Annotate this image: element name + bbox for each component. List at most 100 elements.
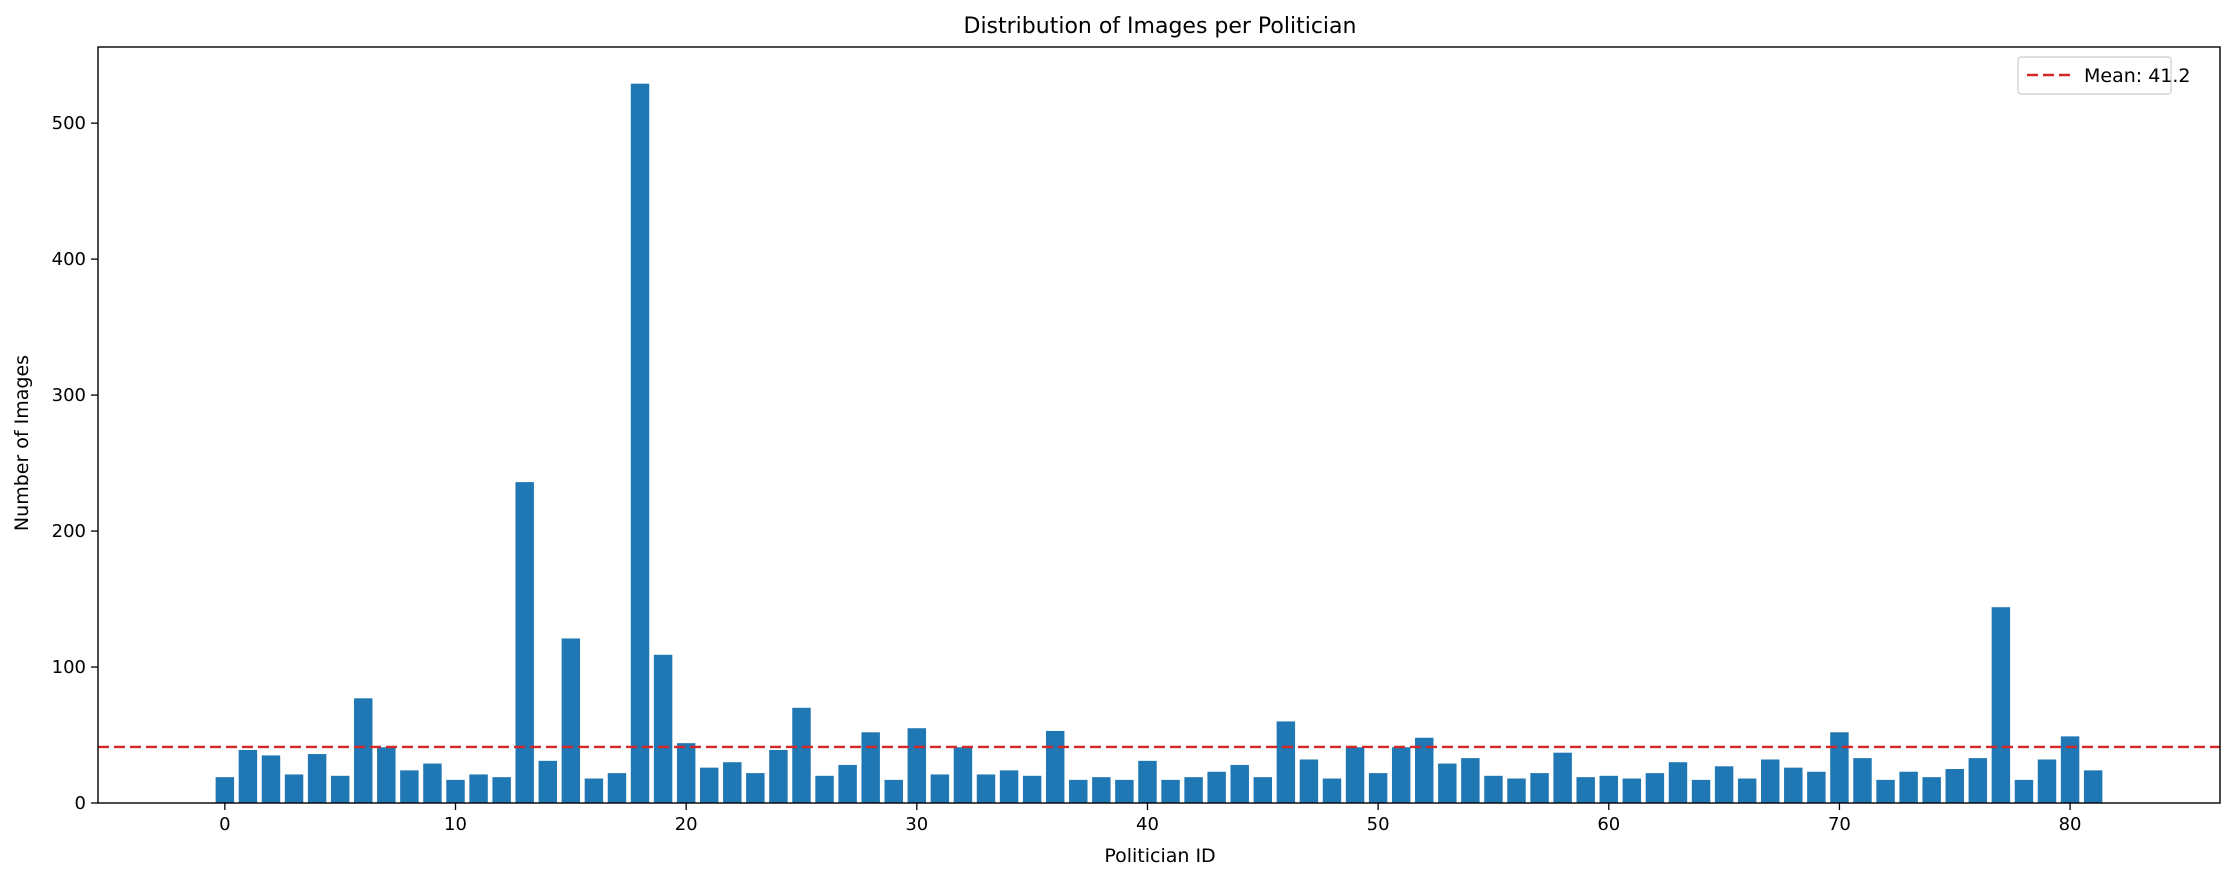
bar-25 [792, 707, 811, 803]
bar-53 [1438, 763, 1457, 803]
bar-75 [1945, 769, 1964, 803]
bar-45 [1253, 777, 1273, 803]
bar-36 [1045, 730, 1065, 803]
bar-19 [653, 654, 673, 803]
bar-61 [1622, 778, 1642, 803]
bar-33 [976, 774, 996, 803]
x-tick-label-10: 10 [444, 814, 467, 835]
bar-59 [1576, 777, 1595, 803]
x-axis-ticks: 0 10 20 30 40 50 60 70 80 [219, 803, 2082, 835]
bar-28 [861, 732, 880, 803]
bar-67 [1761, 759, 1780, 803]
bar-68 [1784, 767, 1803, 803]
bar-34 [999, 770, 1019, 803]
bar-71 [1853, 758, 1872, 803]
bar-24 [769, 749, 788, 803]
bar-39 [1115, 779, 1134, 803]
x-tick-label-40: 40 [1136, 814, 1159, 835]
bar-46 [1276, 721, 1296, 803]
bar-65 [1714, 766, 1734, 803]
y-tick-label-500: 500 [52, 113, 86, 134]
legend-label: Mean: 41.2 [2084, 65, 2191, 87]
bar-42 [1184, 777, 1203, 803]
bar-21 [700, 767, 719, 803]
bar-31 [930, 774, 950, 803]
bar-2 [261, 755, 281, 803]
bar-74 [1922, 777, 1941, 803]
y-axis-ticks: 0 100 200 300 400 500 [52, 113, 98, 814]
bar-73 [1899, 771, 1918, 803]
bar-49 [1345, 747, 1365, 803]
bar-14 [538, 760, 557, 803]
bar-37 [1069, 779, 1088, 803]
bar-40 [1138, 760, 1157, 803]
bar-63 [1668, 762, 1688, 803]
bar-69 [1807, 771, 1826, 803]
bar-44 [1230, 764, 1249, 803]
bar-16 [584, 778, 604, 803]
bar-12 [492, 777, 511, 803]
chart-title: Distribution of Images per Politician [964, 14, 1357, 39]
bar-41 [1161, 779, 1180, 803]
x-axis-label: Politician ID [1104, 845, 1215, 867]
bars-group [215, 83, 2103, 803]
bar-58 [1553, 752, 1572, 803]
x-tick-label-30: 30 [905, 814, 928, 835]
bar-79 [2037, 759, 2057, 803]
x-tick-label-80: 80 [2059, 814, 2082, 835]
legend: Mean: 41.2 [2017, 56, 2191, 95]
bar-35 [1022, 775, 1042, 803]
bar-55 [1484, 775, 1503, 803]
bar-52 [1415, 737, 1434, 803]
bar-10 [446, 779, 465, 803]
bar-43 [1207, 771, 1226, 803]
bar-5 [330, 775, 350, 803]
x-tick-label-0: 0 [219, 814, 230, 835]
bar-1 [238, 749, 258, 803]
bar-26 [815, 775, 834, 803]
bar-8 [400, 770, 419, 803]
bar-80 [2060, 736, 2080, 803]
bar-64 [1691, 779, 1711, 803]
bar-81 [2083, 770, 2103, 803]
bar-76 [1968, 758, 1988, 803]
bar-70 [1830, 732, 1849, 803]
bar-11 [469, 774, 488, 803]
bar-4 [307, 754, 327, 803]
bar-17 [607, 773, 627, 803]
bar-29 [884, 779, 903, 803]
bar-50 [1368, 773, 1388, 803]
bar-18 [630, 83, 650, 803]
bar-0 [215, 777, 235, 803]
bar-6 [354, 698, 373, 803]
bar-51 [1391, 747, 1411, 803]
y-tick-label-400: 400 [52, 249, 86, 270]
bar-56 [1507, 778, 1526, 803]
bar-47 [1299, 759, 1319, 803]
bar-62 [1645, 773, 1665, 803]
bar-54 [1461, 758, 1480, 803]
bar-23 [746, 773, 765, 803]
bar-30 [907, 728, 927, 803]
bar-32 [953, 747, 973, 803]
bar-38 [1092, 777, 1111, 803]
bar-13 [515, 482, 534, 803]
bar-78 [2014, 779, 2034, 803]
bar-66 [1737, 778, 1757, 803]
x-tick-label-50: 50 [1367, 814, 1390, 835]
bar-7 [377, 747, 396, 803]
bar-22 [723, 762, 742, 803]
bar-9 [423, 763, 442, 803]
plot-frame [97, 46, 2221, 804]
y-axis-label: Number of Images [11, 355, 33, 531]
y-tick-label-0: 0 [75, 793, 86, 814]
y-tick-label-300: 300 [52, 385, 86, 406]
bar-57 [1530, 773, 1549, 803]
x-tick-label-70: 70 [1828, 814, 1851, 835]
x-tick-label-60: 60 [1597, 814, 1620, 835]
bar-3 [284, 774, 304, 803]
y-tick-label-200: 200 [52, 521, 86, 542]
bar-27 [838, 764, 857, 803]
bar-77 [1991, 607, 2011, 803]
